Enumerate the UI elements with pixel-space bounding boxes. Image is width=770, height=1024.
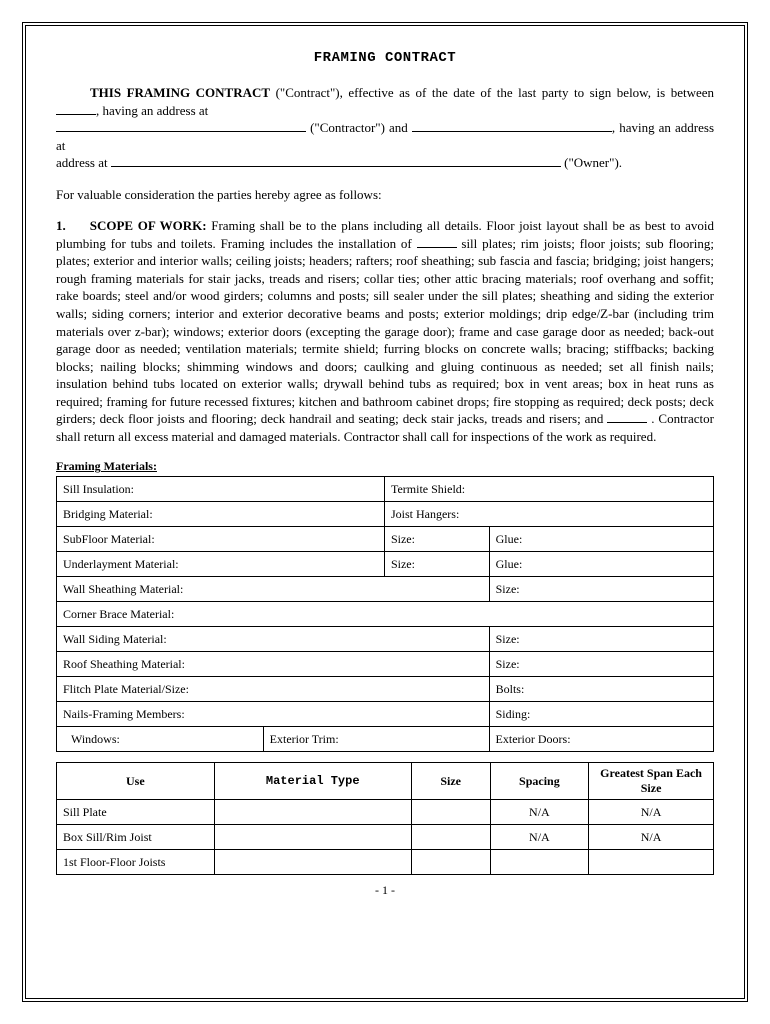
document-title: FRAMING CONTRACT <box>56 50 714 66</box>
blank-owner-name[interactable] <box>412 131 612 132</box>
cell-subfloor-size[interactable]: Size: <box>384 527 489 552</box>
cell-exterior-doors[interactable]: Exterior Doors: <box>489 727 713 752</box>
cell-sill-insulation[interactable]: Sill Insulation: <box>57 477 385 502</box>
cell-sill-plate-span: N/A <box>589 800 714 825</box>
cell-wall-siding-material[interactable]: Wall Siding Material: <box>57 627 490 652</box>
section-heading: SCOPE OF WORK: <box>90 218 207 233</box>
cell-box-sill-spacing: N/A <box>490 825 589 850</box>
th-spacing: Spacing <box>490 763 589 800</box>
cell-sill-plate-spacing: N/A <box>490 800 589 825</box>
cell-box-sill-size[interactable] <box>411 825 490 850</box>
cell-exterior-trim[interactable]: Exterior Trim: <box>263 727 489 752</box>
intro-text-b: , having an address at <box>96 103 208 118</box>
consideration-text: For valuable consideration the parties h… <box>56 186 714 204</box>
cell-flitch-plate[interactable]: Flitch Plate Material/Size: <box>57 677 490 702</box>
cell-roof-sheathing-material[interactable]: Roof Sheathing Material: <box>57 652 490 677</box>
materials-table-label: Framing Materials: <box>56 459 714 474</box>
th-material-type: Material Type <box>214 763 411 800</box>
intro-text-e: ("Owner"). <box>561 155 622 170</box>
cell-1st-floor-use: 1st Floor-Floor Joists <box>57 850 215 875</box>
cell-sill-plate-material[interactable] <box>214 800 411 825</box>
cell-1st-floor-spacing[interactable] <box>490 850 589 875</box>
cell-underlayment-material[interactable]: Underlayment Material: <box>57 552 385 577</box>
th-use: Use <box>57 763 215 800</box>
intro-paragraph: THIS FRAMING CONTRACT ("Contract"), effe… <box>56 84 714 172</box>
scope-paragraph: 1.SCOPE OF WORK: Framing shall be to the… <box>56 217 714 445</box>
blank-party-name[interactable] <box>56 114 96 115</box>
cell-box-sill-use: Box Sill/Rim Joist <box>57 825 215 850</box>
scope-body-b: sill plates; rim joists; floor joists; s… <box>56 236 714 426</box>
cell-1st-floor-span[interactable] <box>589 850 714 875</box>
cell-box-sill-span: N/A <box>589 825 714 850</box>
th-greatest-span: Greatest Span Each Size <box>589 763 714 800</box>
cell-subfloor-glue[interactable]: Glue: <box>489 527 713 552</box>
materials-spec-table: Use Material Type Size Spacing Greatest … <box>56 762 714 875</box>
cell-1st-floor-material[interactable] <box>214 850 411 875</box>
blank-sill-plates[interactable] <box>417 247 457 248</box>
cell-joist-hangers[interactable]: Joist Hangers: <box>384 502 713 527</box>
cell-termite-shield[interactable]: Termite Shield: <box>384 477 713 502</box>
cell-bolts[interactable]: Bolts: <box>489 677 713 702</box>
cell-bridging-material[interactable]: Bridging Material: <box>57 502 385 527</box>
cell-sill-plate-use: Sill Plate <box>57 800 215 825</box>
page-number: - 1 - <box>56 883 714 898</box>
cell-wall-siding-size[interactable]: Size: <box>489 627 713 652</box>
blank-owner-address[interactable] <box>111 166 561 167</box>
blank-contractor-address[interactable] <box>56 131 306 132</box>
cell-underlayment-size[interactable]: Size: <box>384 552 489 577</box>
cell-nails-framing[interactable]: Nails-Framing Members: <box>57 702 490 727</box>
intro-text-a: ("Contract"), effective as of the date o… <box>270 85 714 100</box>
th-size: Size <box>411 763 490 800</box>
cell-roof-sheathing-size[interactable]: Size: <box>489 652 713 677</box>
intro-lead: THIS FRAMING CONTRACT <box>90 85 270 100</box>
cell-windows[interactable]: Windows: <box>57 727 264 752</box>
cell-wall-sheathing-material[interactable]: Wall Sheathing Material: <box>57 577 490 602</box>
cell-siding[interactable]: Siding: <box>489 702 713 727</box>
blank-and-other[interactable] <box>607 422 647 423</box>
cell-subfloor-material[interactable]: SubFloor Material: <box>57 527 385 552</box>
framing-materials-table: Sill Insulation: Termite Shield: Bridgin… <box>56 476 714 752</box>
cell-underlayment-glue[interactable]: Glue: <box>489 552 713 577</box>
cell-box-sill-material[interactable] <box>214 825 411 850</box>
section-number: 1. <box>56 218 66 233</box>
cell-1st-floor-size[interactable] <box>411 850 490 875</box>
intro-text-c: ("Contractor") and <box>306 120 412 135</box>
cell-wall-sheathing-size[interactable]: Size: <box>489 577 713 602</box>
cell-corner-brace-material[interactable]: Corner Brace Material: <box>57 602 714 627</box>
cell-sill-plate-size[interactable] <box>411 800 490 825</box>
